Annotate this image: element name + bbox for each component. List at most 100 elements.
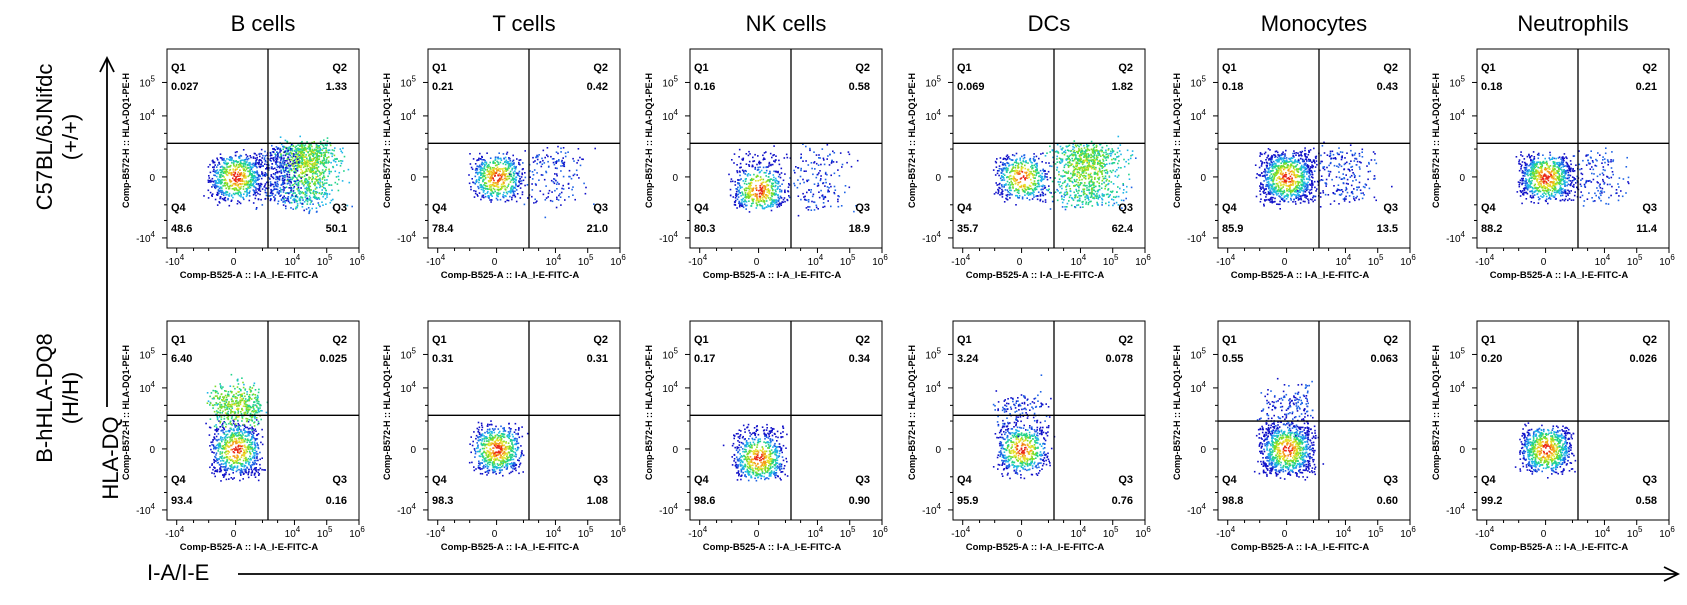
quadrant-name-q4: Q4 xyxy=(432,474,448,486)
x-tick-label: 0 xyxy=(1017,529,1023,540)
plot-frame xyxy=(1476,48,1670,249)
x-tick-label: 106 xyxy=(1400,525,1416,540)
quadrant-value-q2: 1.82 xyxy=(1112,81,1133,93)
plot-frame xyxy=(166,48,360,249)
quadrant-name-q3: Q3 xyxy=(332,202,347,214)
event-dots xyxy=(992,374,1056,480)
x-tick-label: 106 xyxy=(872,253,888,268)
x-parameter-label: Comp-B525-A :: I-A_I-E-FITC-A xyxy=(1490,270,1629,281)
y-tick-label: -104 xyxy=(1446,502,1465,517)
quadrant-name-q4: Q4 xyxy=(957,202,973,214)
quadrant-value-q1: 0.027 xyxy=(171,81,199,93)
quadrant-name-q4: Q4 xyxy=(171,202,187,214)
quadrant-value-q1: 3.24 xyxy=(957,353,979,365)
x-tick-label: 106 xyxy=(1135,253,1151,268)
quadrant-name-q3: Q3 xyxy=(1383,474,1398,486)
x-tick-label: 105 xyxy=(1627,253,1643,268)
plot-frame xyxy=(427,48,621,249)
x-tick-label: 105 xyxy=(578,253,594,268)
quadrant-value-q2: 0.43 xyxy=(1377,81,1398,93)
x-tick-label: 106 xyxy=(349,525,365,540)
y-tick-label: 0 xyxy=(1200,445,1206,456)
quadrant-value-q3: 0.58 xyxy=(1636,495,1657,507)
quadrant-value-q2: 0.078 xyxy=(1105,353,1133,365)
y-axis-arrow xyxy=(99,55,115,407)
event-dots xyxy=(468,420,529,477)
event-dots xyxy=(468,145,596,219)
plot-panel-3: Q1 0.069 Q2 1.82 Q4 35.7 Q3 62.4 -104 0 104 105 106 1… xyxy=(907,48,1151,281)
quadrant-name-q2: Q2 xyxy=(1118,62,1133,74)
y-tick-label: 0 xyxy=(149,173,155,184)
quadrant-value-q1: 0.31 xyxy=(432,353,453,365)
quadrant-value-q4: 98.8 xyxy=(1222,495,1243,507)
quadrant-name-q1: Q1 xyxy=(694,62,709,74)
quadrant-value-q2: 0.21 xyxy=(1636,81,1657,93)
x-tick-label: 105 xyxy=(840,525,856,540)
x-tick-label: 105 xyxy=(317,253,333,268)
x-tick-label: 0 xyxy=(754,529,760,540)
y-tick-label: -104 xyxy=(922,502,941,517)
column-title-2: NK cells xyxy=(745,11,827,36)
x-parameter-label: Comp-B525-A :: I-A_I-E-FITC-A xyxy=(1231,542,1370,553)
x-tick-label: 105 xyxy=(1368,525,1384,540)
plot-panel-0: Q1 0.027 Q2 1.33 Q4 48.6 Q3 50.1 -104 0 104 105 106 1… xyxy=(121,48,365,281)
quadrant-name-q1: Q1 xyxy=(1222,62,1237,74)
quadrant-value-q2: 0.31 xyxy=(587,353,608,365)
x-tick-label: 0 xyxy=(492,257,498,268)
y-parameter-label: Comp-B572-H :: HLA-DQ1-PE-H xyxy=(1431,73,1441,208)
quadrant-value-q3: 0.90 xyxy=(849,495,870,507)
x-parameter-label: Comp-B525-A :: I-A_I-E-FITC-A xyxy=(441,542,580,553)
x-tick-label: 0 xyxy=(1282,529,1288,540)
quadrant-value-q4: 80.3 xyxy=(694,223,715,235)
x-tick-label: 104 xyxy=(1336,525,1352,540)
plot-panel-7: Q1 0.31 Q2 0.31 Q4 98.3 Q3 1.08 -104 0 104 105 106 10… xyxy=(382,320,626,553)
y-tick-label: 104 xyxy=(139,380,155,395)
y-tick-label: 0 xyxy=(672,173,678,184)
plot-panel-6: Q1 6.40 Q2 0.025 Q4 93.4 Q3 0.16 -104 0 104 105 106 1… xyxy=(121,320,365,553)
quadrant-name-q3: Q3 xyxy=(1383,202,1398,214)
quadrant-value-q3: 18.9 xyxy=(849,223,870,235)
quadrant-value-q4: 35.7 xyxy=(957,223,978,235)
y-tick-label: -104 xyxy=(659,230,678,245)
x-tick-label: 105 xyxy=(1368,253,1384,268)
plot-frame xyxy=(689,48,883,249)
y-tick-label: 104 xyxy=(1449,380,1465,395)
quadrant-value-q4: 48.6 xyxy=(171,223,192,235)
quadrant-value-q2: 1.33 xyxy=(326,81,347,93)
x-axis-title: I-A/I-E xyxy=(147,560,210,585)
quadrant-name-q2: Q2 xyxy=(1383,62,1398,74)
x-parameter-label: Comp-B525-A :: I-A_I-E-FITC-A xyxy=(1231,270,1370,281)
column-title-4: Monocytes xyxy=(1260,11,1368,36)
x-tick-label: 106 xyxy=(610,253,626,268)
x-tick-label: 105 xyxy=(578,525,594,540)
quadrant-name-q3: Q3 xyxy=(1118,202,1133,214)
x-parameter-label: Comp-B525-A :: I-A_I-E-FITC-A xyxy=(966,542,1105,553)
quadrant-name-q1: Q1 xyxy=(432,62,447,74)
y-tick-label: 0 xyxy=(1200,173,1206,184)
quadrant-value-q3: 13.5 xyxy=(1377,223,1398,235)
y-parameter-label: Comp-B572-H :: HLA-DQ1-PE-H xyxy=(382,73,392,208)
y-tick-label: 0 xyxy=(672,445,678,456)
plot-frame xyxy=(427,320,621,521)
x-tick-label: -104 xyxy=(951,525,970,540)
column-title-1: T cells xyxy=(492,11,556,36)
quadrant-name-q4: Q4 xyxy=(432,202,448,214)
y-tick-label: 104 xyxy=(925,380,941,395)
quadrant-name-q2: Q2 xyxy=(855,62,870,74)
x-tick-label: 106 xyxy=(1659,525,1675,540)
x-tick-label: -104 xyxy=(165,525,184,540)
x-tick-label: 104 xyxy=(808,525,824,540)
event-dots xyxy=(1253,377,1325,481)
y-tick-label: 104 xyxy=(925,108,941,123)
quadrant-name-q2: Q2 xyxy=(855,334,870,346)
x-tick-label: 104 xyxy=(1071,253,1087,268)
y-tick-label: -104 xyxy=(397,230,416,245)
quadrant-value-q4: 88.2 xyxy=(1481,223,1502,235)
y-tick-label: 104 xyxy=(1190,380,1206,395)
quadrant-value-q3: 0.60 xyxy=(1377,495,1398,507)
y-tick-label: 0 xyxy=(935,445,941,456)
quadrant-name-q3: Q3 xyxy=(332,474,347,486)
y-tick-label: 105 xyxy=(400,74,416,89)
event-dots xyxy=(728,143,859,217)
event-dots xyxy=(992,135,1137,211)
